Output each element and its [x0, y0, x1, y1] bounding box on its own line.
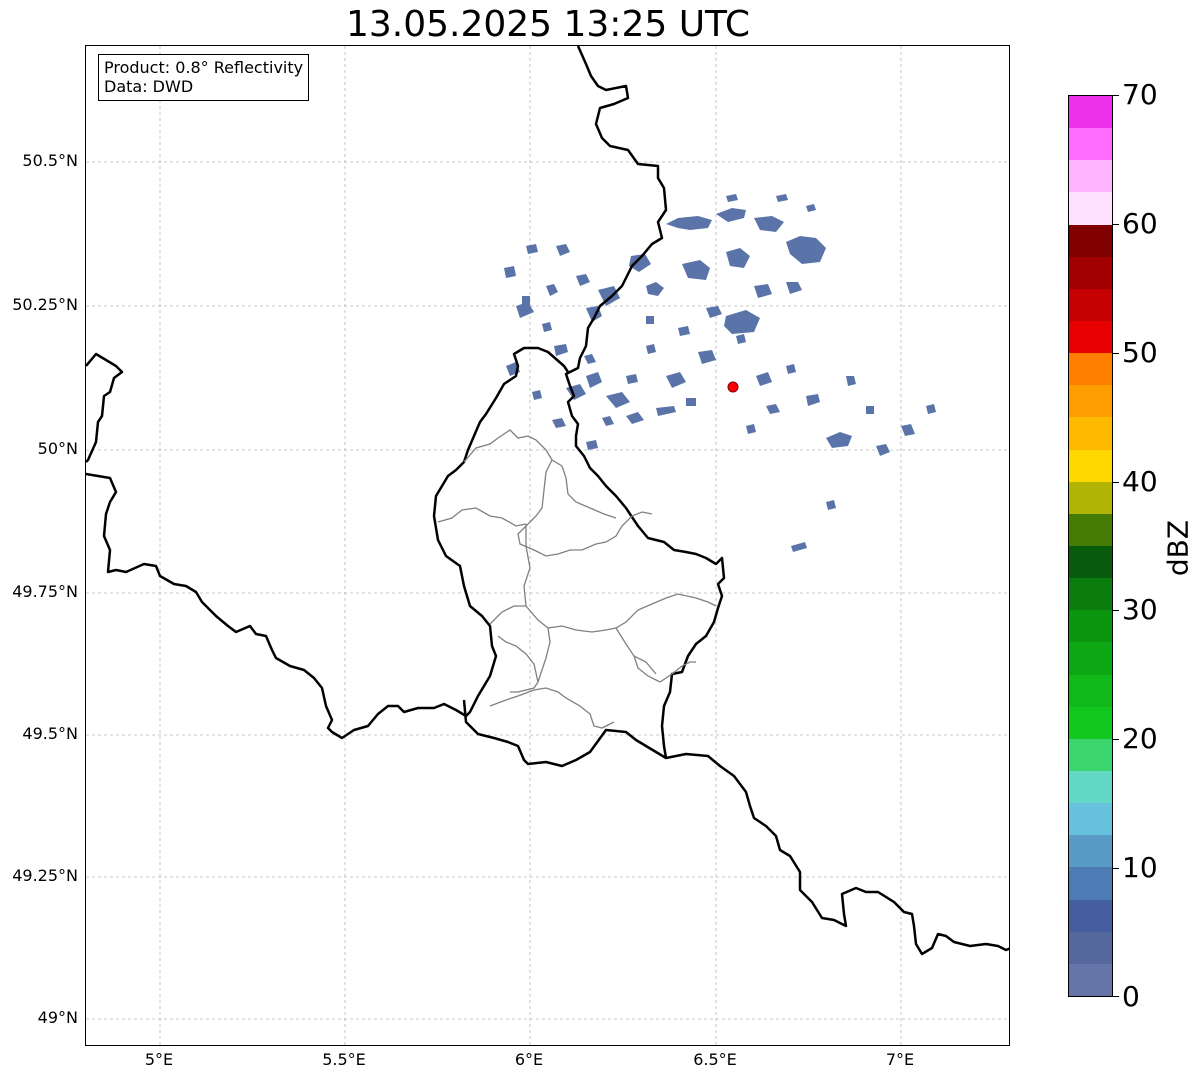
colorbar-label: dBZ — [1161, 519, 1195, 577]
colorbar-tick-mark — [1113, 868, 1119, 870]
colorbar-segment — [1069, 449, 1112, 482]
colorbar-tick-mark — [1113, 223, 1119, 225]
colorbar-segment — [1069, 417, 1112, 450]
colorbar-tick-label: 40 — [1122, 464, 1158, 498]
colorbar-segment — [1069, 899, 1112, 932]
colorbar-segment — [1069, 353, 1112, 386]
colorbar-segment — [1069, 321, 1112, 354]
colorbar-segment — [1069, 771, 1112, 804]
info-box: Product: 0.8° Reflectivity Data: DWD — [98, 54, 310, 101]
radar-echoes — [504, 194, 936, 552]
lat-tick-label: 50.25°N — [12, 295, 78, 314]
map-area[interactable] — [85, 45, 1010, 1046]
lat-tick-label: 50°N — [37, 439, 78, 458]
district-borders — [437, 429, 717, 729]
colorbar-segment — [1069, 192, 1112, 225]
colorbar-segment — [1069, 128, 1112, 161]
colorbar-segment — [1069, 256, 1112, 289]
colorbar-tick-label: 60 — [1122, 206, 1158, 240]
colorbar-tick-mark — [1113, 95, 1119, 96]
colorbar-segment — [1069, 867, 1112, 900]
data-source-label: Data: DWD — [104, 77, 194, 96]
lon-tick-label: 7°E — [885, 1050, 915, 1069]
colorbar-tick-label: 50 — [1122, 335, 1158, 369]
colorbar-segment — [1069, 160, 1112, 193]
lat-tick-label: 49.5°N — [22, 724, 78, 743]
colorbar-tick-label: 0 — [1122, 980, 1140, 1013]
lon-tick-label: 6°E — [514, 1050, 544, 1069]
colorbar-tick-mark — [1113, 739, 1119, 741]
colorbar-segment — [1069, 610, 1112, 643]
map-canvas — [86, 46, 1009, 1045]
colorbar-segment — [1069, 288, 1112, 322]
gridlines — [86, 46, 1009, 1045]
colorbar-segment — [1069, 674, 1112, 707]
radar-site-marker — [727, 381, 739, 393]
colorbar-segment — [1069, 513, 1112, 547]
colorbar-tick-label: 20 — [1122, 722, 1158, 756]
colorbar-segment — [1069, 931, 1112, 964]
colorbar-segment — [1069, 642, 1112, 675]
colorbar-tick-label: 10 — [1122, 851, 1158, 885]
colorbar-segment — [1069, 578, 1112, 611]
country-borders — [86, 46, 1009, 956]
lon-tick-label: 6.5°E — [693, 1050, 737, 1069]
lat-tick-label: 50.5°N — [22, 151, 78, 170]
lat-tick-label: 49.25°N — [12, 866, 78, 885]
colorbar-tick-label: 70 — [1122, 78, 1158, 111]
lat-tick-label: 49.75°N — [12, 582, 78, 601]
colorbar-segment — [1069, 963, 1112, 996]
colorbar-segment — [1069, 835, 1112, 868]
colorbar-segment — [1069, 738, 1112, 772]
lat-tick-label: 49°N — [37, 1008, 78, 1027]
colorbar — [1068, 95, 1113, 997]
colorbar-segment — [1069, 385, 1112, 418]
colorbar-tick-mark — [1113, 610, 1119, 612]
colorbar-tick-mark — [1113, 481, 1119, 483]
lon-tick-label: 5°E — [144, 1050, 174, 1069]
colorbar-segment — [1069, 96, 1112, 129]
colorbar-segment — [1069, 803, 1112, 836]
colorbar-tick-mark — [1113, 996, 1119, 997]
lon-tick-label: 5.5°E — [322, 1050, 366, 1069]
colorbar-segment — [1069, 481, 1112, 514]
product-label: Product: 0.8° Reflectivity — [104, 58, 304, 77]
colorbar-segment — [1069, 546, 1112, 579]
colorbar-segment — [1069, 224, 1112, 257]
colorbar-tick-label: 30 — [1122, 593, 1158, 627]
colorbar-segment — [1069, 706, 1112, 739]
chart-title: 13.05.2025 13:25 UTC — [345, 4, 751, 45]
colorbar-tick-mark — [1113, 352, 1119, 354]
